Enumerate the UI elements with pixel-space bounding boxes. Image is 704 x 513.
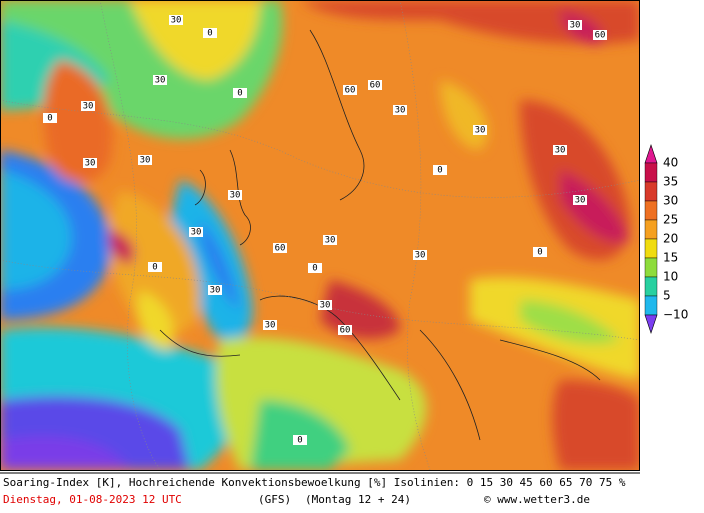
label-box (203, 28, 217, 38)
legend-swatch (644, 295, 658, 316)
contour-label: 60 (345, 86, 356, 96)
label-box (293, 435, 307, 445)
legend-label: 30 (663, 194, 678, 208)
contour-label: 30 (85, 159, 96, 169)
label-box (308, 263, 322, 273)
label-box (553, 145, 567, 155)
contour-label: 0 (437, 166, 442, 176)
contour-label: 30 (570, 21, 581, 31)
legend-label: 5 (663, 289, 671, 303)
label-box (83, 158, 97, 168)
legend-swatch (644, 219, 658, 240)
contour-label: 60 (340, 326, 351, 336)
contour-labels: 30 0 30 30 0 30 30 60 60 30 0 30 30 60 0 30 0 30 30 60 30 0 30… (43, 15, 607, 446)
legend-swatch (644, 257, 658, 278)
label-box (433, 165, 447, 175)
label-box (263, 320, 277, 330)
label-box (138, 155, 152, 165)
contour-label: 30 (83, 102, 94, 112)
contour-label: 30 (475, 126, 486, 136)
map-field: 30 0 30 30 0 30 30 60 60 30 0 30 30 60 0 30 0 30 30 60 30 0 30… (1, 1, 639, 470)
contour-label: 0 (152, 263, 157, 273)
legend-label: 35 (663, 175, 678, 189)
label-box (43, 113, 57, 123)
legend-label: 10 (663, 270, 678, 284)
label-box (318, 300, 332, 310)
label-box (533, 247, 547, 257)
legend-swatch (644, 162, 658, 183)
footer-bg (0, 471, 704, 513)
label-box (228, 190, 242, 200)
label-box (343, 85, 357, 95)
contour-label: 60 (595, 31, 606, 41)
label-box (413, 250, 427, 260)
contour-label: 30 (320, 301, 331, 311)
legend-label: 40 (663, 156, 678, 170)
contour-label: 30 (265, 321, 276, 331)
legend-swatch (644, 181, 658, 202)
isolines (1, 1, 639, 470)
label-box (323, 235, 337, 245)
legend-swatch (644, 238, 658, 259)
color-legend: 40 35 30 25 20 15 10 5 −10 (644, 144, 688, 334)
footer-model: (GFS) (258, 493, 291, 506)
legend-label: 20 (663, 232, 678, 246)
legend-label: −10 (663, 308, 688, 322)
coastlines (159, 29, 601, 441)
contour-label: 30 (155, 76, 166, 86)
contour-label: 30 (210, 286, 221, 296)
footer-caption: Soaring-Index [K], Hochreichende Konvekt… (3, 476, 626, 489)
contour-label: 30 (415, 251, 426, 261)
label-box (208, 285, 222, 295)
contour-label: 30 (395, 106, 406, 116)
label-box (368, 80, 382, 90)
contour-label: 30 (171, 16, 182, 26)
legend-label: 25 (663, 213, 678, 227)
label-box (233, 88, 247, 98)
label-box (153, 75, 167, 85)
label-box (189, 227, 203, 237)
label-box (393, 105, 407, 115)
contour-label: 0 (47, 114, 52, 124)
contour-label: 0 (207, 29, 212, 39)
label-box (273, 243, 287, 253)
contour-label: 30 (140, 156, 151, 166)
label-box (81, 101, 95, 111)
legend-label: 15 (663, 251, 678, 265)
contour-label: 30 (191, 228, 202, 238)
contour-label: 0 (297, 436, 302, 446)
label-box (573, 195, 587, 205)
label-box (593, 30, 607, 40)
contour-label: 60 (275, 244, 286, 254)
legend-swatch (644, 276, 658, 297)
contour-label: 60 (370, 81, 381, 91)
label-box (148, 262, 162, 272)
contour-label: 30 (575, 196, 586, 206)
label-box (473, 125, 487, 135)
legend-swatch (644, 200, 658, 221)
footer-date: Dienstag, 01-08-2023 12 UTC (3, 493, 182, 506)
footer-run: (Montag 12 + 24) (305, 493, 411, 506)
footer-credit: © www.wetter3.de (484, 493, 590, 506)
contour-label: 30 (325, 236, 336, 246)
contour-label: 30 (230, 191, 241, 201)
label-box (169, 15, 183, 25)
contour-label: 0 (312, 264, 317, 274)
map-frame (0, 0, 640, 471)
contour-label: 0 (537, 248, 542, 258)
legend-arrow-bottom (644, 314, 658, 334)
label-box (338, 325, 352, 335)
contour-label: 0 (237, 89, 242, 99)
contour-label: 30 (555, 146, 566, 156)
label-box (568, 20, 582, 30)
legend-arrow-top (644, 144, 658, 164)
